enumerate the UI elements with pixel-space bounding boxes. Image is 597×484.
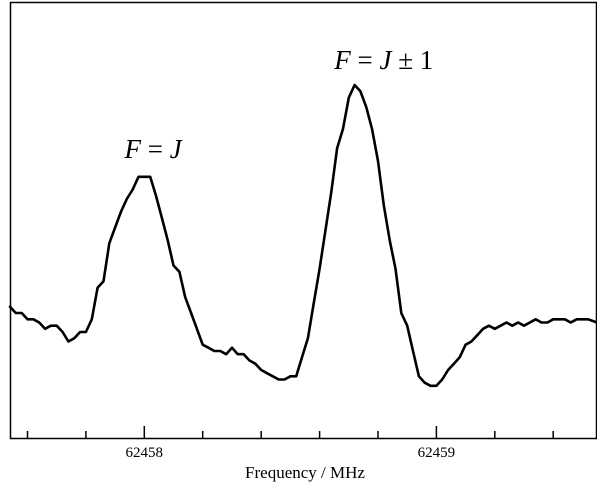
x-axis-ticks — [26, 426, 554, 438]
annotation-f-equals-j-plus-minus-1: F = J ± 1 — [333, 45, 433, 75]
x-tick-label: 62459 — [418, 445, 456, 461]
annotation-part: = — [351, 45, 380, 75]
annotation-part: ± 1 — [391, 45, 433, 75]
x-tick-label: 62458 — [126, 445, 164, 461]
annotation-f-equals-j: F = J — [123, 134, 183, 164]
x-axis-tick-labels: 62458 62459 — [126, 445, 456, 461]
annotation-part: F — [333, 45, 351, 75]
spectrum-line — [8, 83, 597, 388]
x-axis-label: Frequency / MHz — [245, 463, 365, 482]
peak-annotations: F = JF = J ± 1 — [123, 45, 433, 164]
annotation-part: = — [141, 134, 170, 164]
plot-frame — [9, 1, 597, 440]
annotation-part: J — [170, 134, 184, 164]
annotation-part: J — [380, 45, 394, 75]
annotation-part: F — [123, 134, 141, 164]
